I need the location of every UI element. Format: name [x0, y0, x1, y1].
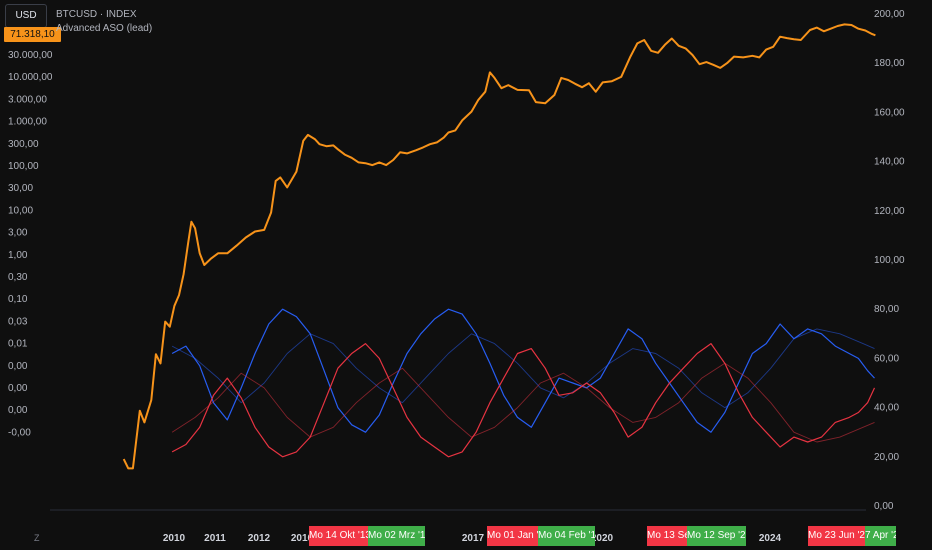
series-layer	[122, 23, 876, 470]
x-tick-label: 2024	[759, 533, 782, 544]
date-flag: Mo 02 Mrz '15	[368, 526, 425, 546]
legend: BTCUSD · INDEX Advanced ASO (lead)	[56, 8, 152, 36]
left-tick-label: 0,00	[8, 361, 28, 372]
x-tick-label: 2012	[248, 533, 271, 544]
date-flag: Mo 13 Sep	[647, 526, 687, 546]
left-tick-label: -0,00	[8, 427, 31, 438]
left-tick-label: 30.000,00	[8, 50, 53, 61]
x-tick-label: 2016	[291, 533, 314, 544]
left-tick-label: 1.000,00	[8, 117, 47, 128]
right-tick-label: 160,00	[874, 107, 905, 118]
date-flag: Mo 14 Okt '13	[309, 526, 368, 546]
left-tick-label: 0,00	[8, 405, 28, 416]
indicator-label: Advanced ASO (lead)	[56, 23, 153, 34]
left-axis: 30.000,00 10.000,00 3.000,00 1.000,00 300,00…	[8, 50, 53, 438]
bull-line	[171, 308, 875, 433]
left-tick-label: 0,03	[8, 316, 28, 327]
x-tick-label: 2011	[204, 533, 226, 544]
symbol-label: BTCUSD · INDEX	[56, 9, 137, 20]
right-tick-label: 0,00	[874, 501, 894, 512]
left-tick-label: 1,00	[8, 250, 28, 261]
right-tick-label: 120,00	[874, 206, 905, 217]
bear-signal-line	[171, 362, 875, 443]
bull-signal-line	[171, 328, 875, 409]
left-tick-label: 10,00	[8, 205, 33, 216]
currency-selector[interactable]: USD	[5, 4, 47, 28]
date-flag: Mo 04 Feb '19	[538, 526, 595, 546]
left-tick-label: 0,10	[8, 294, 28, 305]
left-tick-label: 300,00	[8, 139, 39, 150]
left-tick-label: 30,00	[8, 183, 33, 194]
right-axis: 200,00 180,00 160,00 140,00 120,00 100,00 80,0…	[874, 9, 905, 512]
right-tick-label: 80,00	[874, 304, 899, 315]
x-tick-label: 2010	[163, 533, 186, 544]
left-tick-label: 0,30	[8, 272, 28, 283]
right-tick-label: 60,00	[874, 353, 899, 364]
last-price-badge: 71.318,10	[4, 27, 61, 42]
date-flag: Mo 12 Sep '22	[687, 526, 746, 546]
left-tick-label: 100,00	[8, 161, 39, 172]
x-tick-label: 2020	[591, 533, 614, 544]
x-tick-label: 2017	[462, 533, 485, 544]
left-tick-label: 0,00	[8, 383, 28, 394]
right-tick-label: 40,00	[874, 403, 899, 414]
right-tick-label: 200,00	[874, 9, 905, 20]
zoom-icon[interactable]: Z	[34, 533, 40, 543]
right-tick-label: 180,00	[874, 58, 905, 69]
left-tick-label: 3.000,00	[8, 94, 47, 105]
date-flag: 7 Apr '26	[865, 526, 896, 546]
left-tick-label: 10.000,00	[8, 72, 53, 83]
right-tick-label: 140,00	[874, 157, 905, 168]
right-tick-label: 20,00	[874, 452, 899, 463]
price-line	[122, 23, 876, 470]
bear-line	[171, 343, 876, 458]
date-flag: Mo 23 Jun '25	[808, 526, 865, 546]
right-tick-label: 100,00	[874, 255, 905, 266]
left-tick-label: 0,01	[8, 339, 28, 350]
left-tick-label: 3,00	[8, 228, 28, 239]
date-flag: Mo 01 Jan '1	[487, 526, 538, 546]
x-axis: 2010 2011 2012 2016 2017 2020 2024	[163, 533, 782, 544]
